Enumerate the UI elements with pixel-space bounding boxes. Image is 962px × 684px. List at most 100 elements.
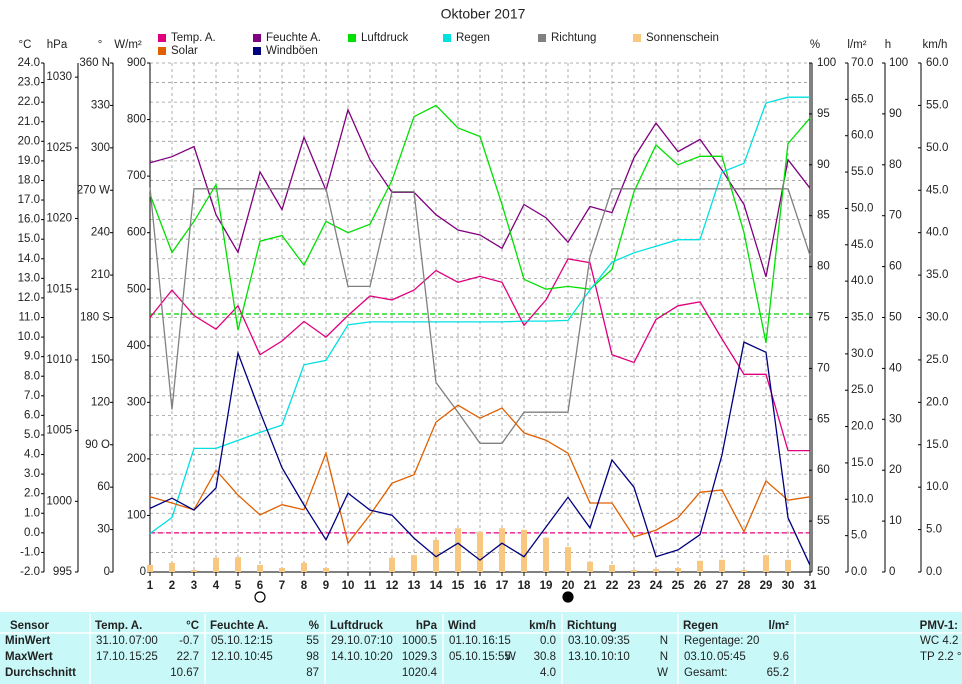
x-tick-label: 12 bbox=[386, 580, 399, 592]
table-header-unit: km/h bbox=[529, 620, 556, 632]
table-cell: W bbox=[505, 651, 516, 663]
series-line bbox=[149, 107, 811, 277]
axis-unit-label: hPa bbox=[47, 39, 68, 51]
table-cell: 1020.4 bbox=[402, 667, 438, 679]
y-tick-label: 55.0 bbox=[926, 99, 948, 111]
x-tick-label: 2 bbox=[169, 580, 175, 592]
table-header: Regen bbox=[683, 620, 718, 632]
table-header: Sensor bbox=[10, 620, 50, 632]
y-tick-label: 270 W bbox=[77, 184, 110, 196]
legend-swatch bbox=[348, 34, 356, 42]
sunshine-bar bbox=[741, 569, 747, 572]
series-line bbox=[149, 187, 811, 444]
y-tick-label: 22.0 bbox=[18, 96, 40, 108]
table-cell: 29.10. bbox=[331, 635, 363, 647]
y-tick-label: 50.0 bbox=[926, 142, 948, 154]
y-tick-label: 10 bbox=[889, 515, 902, 527]
y-tick-label: 25.0 bbox=[851, 384, 873, 396]
table-cell: Gesamt: bbox=[684, 667, 727, 679]
y-tick-label: 180 S bbox=[80, 312, 110, 324]
x-tick-label: 31 bbox=[804, 580, 817, 592]
table-cell: 09:35 bbox=[601, 635, 630, 647]
y-tick-label: 7.0 bbox=[24, 390, 40, 402]
y-tick-label: 20.0 bbox=[851, 421, 873, 433]
y-tick-label: 700 bbox=[127, 170, 146, 182]
y-tick-label: 300 bbox=[127, 396, 146, 408]
x-tick-label: 25 bbox=[672, 580, 685, 592]
chart-title: Oktober 2017 bbox=[441, 6, 526, 22]
table-cell: 4.0 bbox=[540, 667, 556, 679]
y-tick-label: 210 bbox=[91, 269, 110, 281]
row-label: Durchschnitt bbox=[5, 667, 76, 679]
x-tick-label: 28 bbox=[738, 580, 751, 592]
y-tick-label: 15.0 bbox=[926, 439, 948, 451]
table-header-unit: °C bbox=[186, 620, 199, 632]
y-tick-label: 95 bbox=[817, 108, 830, 120]
table-cell: 9.6 bbox=[773, 651, 789, 663]
y-tick-label: 45.0 bbox=[851, 239, 873, 251]
sunshine-bar bbox=[213, 557, 219, 572]
y-tick-label: 30.0 bbox=[851, 348, 873, 360]
table-header: Richtung bbox=[567, 620, 617, 632]
y-tick-label: 15.0 bbox=[851, 457, 873, 469]
table-cell: 14.10. bbox=[331, 651, 363, 663]
y-tick-label: 240 bbox=[91, 227, 110, 239]
sunshine-bar bbox=[169, 562, 175, 572]
y-tick-label: 0.0 bbox=[24, 527, 40, 539]
y-tick-label: 60 bbox=[817, 464, 830, 476]
sunshine-bar bbox=[235, 557, 241, 572]
table-header-unit: l/m² bbox=[769, 620, 790, 632]
y-tick-label: 0 bbox=[104, 566, 110, 578]
y-tick-label: 70 bbox=[817, 362, 830, 374]
y-tick-label: 65 bbox=[817, 413, 830, 425]
table-header: Feuchte A. bbox=[210, 620, 268, 632]
axis-unit-label: ° bbox=[98, 39, 103, 51]
y-tick-label: 24.0 bbox=[18, 57, 40, 69]
y-tick-label: 1025 bbox=[46, 142, 72, 154]
y-tick-label: 1005 bbox=[46, 425, 72, 437]
sunshine-bar bbox=[785, 559, 791, 572]
y-tick-label: 6.0 bbox=[24, 409, 40, 421]
y-tick-label: 9.0 bbox=[24, 351, 40, 363]
x-tick-label: 18 bbox=[518, 580, 531, 592]
table-cell: W bbox=[657, 667, 668, 679]
table-cell: 10:45 bbox=[244, 651, 273, 663]
x-tick-label: 17 bbox=[496, 580, 509, 592]
legend-label: Luftdruck bbox=[361, 32, 409, 44]
y-tick-label: 14.0 bbox=[18, 253, 40, 265]
series-line bbox=[149, 404, 811, 545]
row-label: MinWert bbox=[5, 635, 50, 647]
table-cell: 31.10. bbox=[96, 635, 128, 647]
x-tick-label: 10 bbox=[342, 580, 355, 592]
table-cell: 12.10. bbox=[211, 651, 243, 663]
sunshine-bar bbox=[411, 555, 417, 572]
x-tick-label: 15 bbox=[452, 580, 465, 592]
y-tick-label: 0 bbox=[889, 566, 895, 578]
table-header: Luftdruck bbox=[330, 620, 384, 632]
y-tick-label: 10.0 bbox=[851, 493, 873, 505]
y-tick-label: 45.0 bbox=[926, 184, 948, 196]
table-cell: WC 4.2 ° bbox=[920, 635, 962, 647]
series-line bbox=[149, 104, 811, 344]
legend-swatch bbox=[443, 34, 451, 42]
table-cell: 05.10. bbox=[449, 651, 481, 663]
table-cell: 1000.5 bbox=[402, 635, 437, 647]
sunshine-bar bbox=[543, 537, 549, 572]
y-tick-label: 50 bbox=[817, 566, 830, 578]
y-tick-label: 600 bbox=[127, 227, 146, 239]
sunshine-bar bbox=[279, 567, 285, 572]
x-tick-label: 27 bbox=[716, 580, 729, 592]
y-tick-label: 60 bbox=[889, 261, 902, 273]
y-tick-label: 50.0 bbox=[851, 202, 873, 214]
sunshine-bar bbox=[147, 564, 153, 572]
y-tick-label: 0.0 bbox=[926, 566, 942, 578]
y-tick-label: 21.0 bbox=[18, 116, 40, 128]
legend-label: Temp. A. bbox=[171, 32, 216, 44]
y-tick-label: 1.0 bbox=[24, 507, 40, 519]
y-tick-label: 80 bbox=[817, 261, 830, 273]
y-tick-label: 90 bbox=[889, 108, 902, 120]
y-tick-label: 55 bbox=[817, 515, 830, 527]
x-tick-label: 29 bbox=[760, 580, 773, 592]
y-tick-label: 30 bbox=[889, 413, 902, 425]
y-tick-label: 30.0 bbox=[926, 312, 948, 324]
